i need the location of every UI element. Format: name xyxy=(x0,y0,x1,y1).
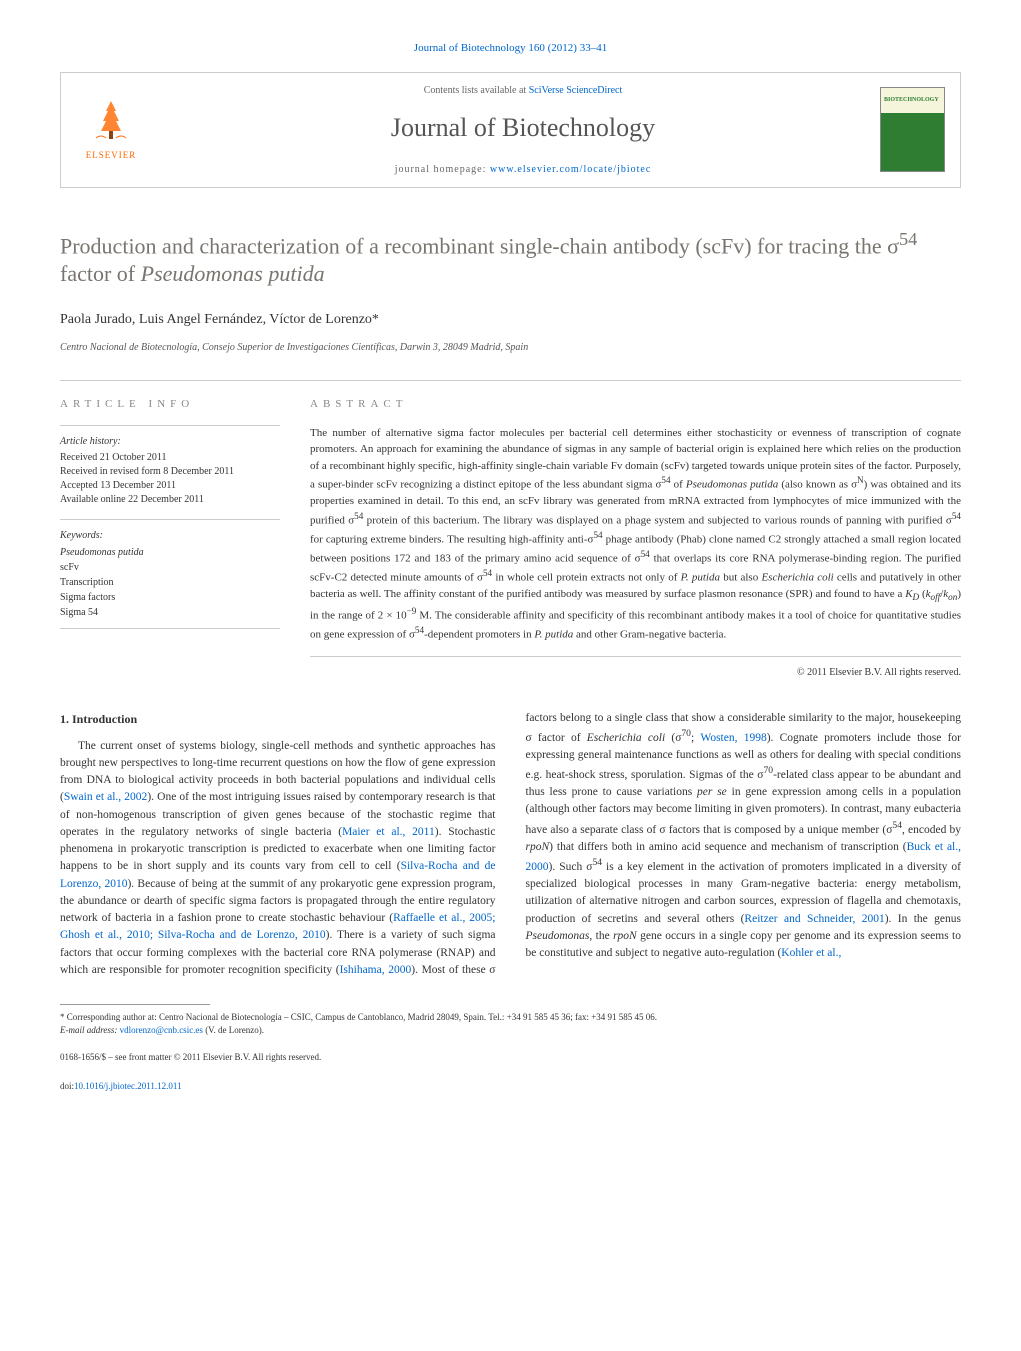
keyword-item: Sigma factors xyxy=(60,590,280,605)
section-heading: 1. Introduction xyxy=(60,710,496,728)
doi-prefix: doi: xyxy=(60,1081,74,1091)
elsevier-tree-icon xyxy=(86,96,136,146)
history-label: Article history: xyxy=(60,425,280,449)
homepage-line: journal homepage: www.elsevier.com/locat… xyxy=(166,162,880,177)
abstract-column: ABSTRACT The number of alternative sigma… xyxy=(310,396,961,680)
info-abstract-row: ARTICLE INFO Article history: Received 2… xyxy=(60,380,961,680)
citation-link[interactable]: Reitzer and Schneider, 2001 xyxy=(744,913,884,925)
email-suffix: (V. de Lorenzo). xyxy=(203,1025,264,1035)
affiliation-line: Centro Nacional de Biotecnología, Consej… xyxy=(60,340,961,355)
citation-link[interactable]: Buck et al., 2000 xyxy=(526,841,962,873)
doi-link[interactable]: 10.1016/j.jbiotec.2011.12.011 xyxy=(74,1081,182,1091)
contents-available-line: Contents lists available at SciVerse Sci… xyxy=(166,83,880,98)
email-footnote: E-mail address: vdlorenzo@cnb.csic.es (V… xyxy=(60,1024,961,1037)
citation-link[interactable]: Silva-Rocha and de Lorenzo, 2010 xyxy=(60,860,496,889)
abstract-copyright: © 2011 Elsevier B.V. All rights reserved… xyxy=(310,665,961,680)
citation-link[interactable]: Kohler et al., xyxy=(781,947,841,959)
keyword-item: scFv xyxy=(60,560,280,575)
homepage-prefix: journal homepage: xyxy=(395,164,490,175)
keyword-item: Sigma 54 xyxy=(60,605,280,620)
elsevier-brand-text: ELSEVIER xyxy=(86,149,137,163)
email-link[interactable]: vdlorenzo@cnb.csic.es xyxy=(120,1025,203,1035)
citation-link[interactable]: Wosten, 1998 xyxy=(700,732,766,744)
citation-link[interactable]: Swain et al., 2002 xyxy=(64,791,147,803)
citation-link[interactable]: Ishihama, 2000 xyxy=(340,964,412,976)
journal-reference-link[interactable]: Journal of Biotechnology 160 (2012) 33–4… xyxy=(414,42,607,54)
header-center: Contents lists available at SciVerse Sci… xyxy=(166,83,880,177)
history-accepted: Accepted 13 December 2011 xyxy=(60,479,280,493)
journal-header-box: ELSEVIER Contents lists available at Sci… xyxy=(60,72,961,188)
body-two-column: 1. Introduction The current onset of sys… xyxy=(60,710,961,980)
abstract-text: The number of alternative sigma factor m… xyxy=(310,425,961,657)
history-online: Available online 22 December 2011 xyxy=(60,493,280,507)
footnote-separator xyxy=(60,1004,210,1005)
cover-title-text: BIOTECHNOLOGY xyxy=(884,96,939,105)
keywords-label: Keywords: xyxy=(60,528,280,543)
article-title: Production and characterization of a rec… xyxy=(60,228,961,290)
keyword-item: Transcription xyxy=(60,575,280,590)
journal-name: Journal of Biotechnology xyxy=(166,108,880,147)
history-revised: Received in revised form 8 December 2011 xyxy=(60,465,280,479)
contents-prefix: Contents lists available at xyxy=(424,85,529,96)
keywords-block: Keywords: Pseudomonas putida scFv Transc… xyxy=(60,519,280,629)
article-info-column: ARTICLE INFO Article history: Received 2… xyxy=(60,396,280,680)
sciverse-link[interactable]: SciVerse ScienceDirect xyxy=(529,85,623,96)
footer-copyright: 0168-1656/$ – see front matter © 2011 El… xyxy=(60,1051,961,1065)
footer-doi: doi:10.1016/j.jbiotec.2011.12.011 xyxy=(60,1080,961,1094)
journal-cover-thumbnail: BIOTECHNOLOGY xyxy=(880,87,945,172)
email-label: E-mail address: xyxy=(60,1025,120,1035)
corresponding-author-footnote: * Corresponding author at: Centro Nacion… xyxy=(60,1011,961,1024)
keyword-item: Pseudomonas putida xyxy=(60,545,280,560)
abstract-heading: ABSTRACT xyxy=(310,396,961,413)
body-paragraph: The current onset of systems biology, si… xyxy=(60,710,961,980)
journal-reference: Journal of Biotechnology 160 (2012) 33–4… xyxy=(60,40,961,57)
homepage-link[interactable]: www.elsevier.com/locate/jbiotec xyxy=(490,164,651,175)
citation-link[interactable]: Raffaelle et al., 2005; Ghosh et al., 20… xyxy=(60,912,496,941)
history-received: Received 21 October 2011 xyxy=(60,451,280,465)
article-info-heading: ARTICLE INFO xyxy=(60,396,280,413)
elsevier-logo: ELSEVIER xyxy=(76,90,146,170)
authors-line: Paola Jurado, Luis Angel Fernández, Víct… xyxy=(60,309,961,330)
citation-link[interactable]: Maier et al., 2011 xyxy=(342,826,435,838)
